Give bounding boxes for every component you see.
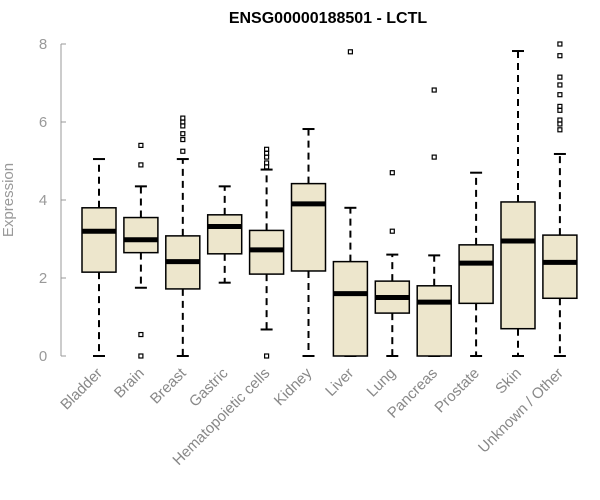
box-pancreas [416,87,452,357]
outlier-point [138,142,144,148]
box-iqr [542,234,578,300]
outlier-point [557,92,563,98]
box-iqr [416,285,452,357]
box-breast [165,115,201,357]
x-tick-label: Bladder [57,365,106,414]
outlier-point [138,331,144,338]
box-prostate [458,171,494,357]
y-tick-label: 8 [39,36,47,53]
outlier-point [264,154,270,160]
y-tick-label: 6 [39,114,47,131]
y-axis: 0 2 4 6 8 [39,36,66,365]
x-tick-label: Prostate [431,365,483,417]
outlier-point [264,353,270,359]
box-liver [332,49,369,357]
box-hematopoietic-cells [248,146,285,359]
box-iqr [500,201,536,330]
outlier-point [264,164,270,170]
box-iqr [206,214,243,255]
outlier-point [138,162,144,168]
x-tick-label: Skin [492,365,525,398]
x-tick-label: Brain [111,365,148,402]
y-axis-label: Expression [0,163,17,237]
y-tick-label: 0 [39,348,47,365]
outlier-point [347,49,353,55]
x-tick-label: Lung [364,365,400,401]
outlier-point [557,107,563,113]
box-kidney [290,128,327,357]
outlier-point [180,148,186,154]
outlier-point [180,131,186,137]
y-tick-label: 2 [39,270,47,287]
chart-title: ENSG00000188501 - LCTL [229,10,428,27]
outlier-point [389,228,395,234]
outlier-point [557,121,563,127]
box-gastric [206,185,243,284]
x-tick-label: Kidney [271,364,316,409]
outlier-point [557,53,563,59]
outlier-point [389,170,395,176]
box-iqr [123,216,159,254]
box-iqr [458,244,494,305]
box-unknown-other [542,41,578,357]
x-tick-label: Liver [322,365,357,400]
outlier-point [557,74,563,80]
box-iqr [81,207,117,273]
outlier-point [431,87,437,93]
box-series [81,41,578,359]
box-iqr [290,182,327,272]
outlier-point [431,154,437,160]
box-iqr [332,260,369,357]
x-tick-label: Breast [147,364,190,407]
outlier-point [180,136,186,143]
outlier-point [557,41,563,47]
box-lung [374,170,411,357]
box-brain [123,142,159,359]
outlier-point [557,82,563,88]
outlier-point [180,123,186,129]
y-tick-label: 4 [39,192,47,209]
outlier-point [557,127,563,133]
outlier-point [138,353,144,359]
box-skin [500,50,536,357]
box-bladder [81,158,117,357]
